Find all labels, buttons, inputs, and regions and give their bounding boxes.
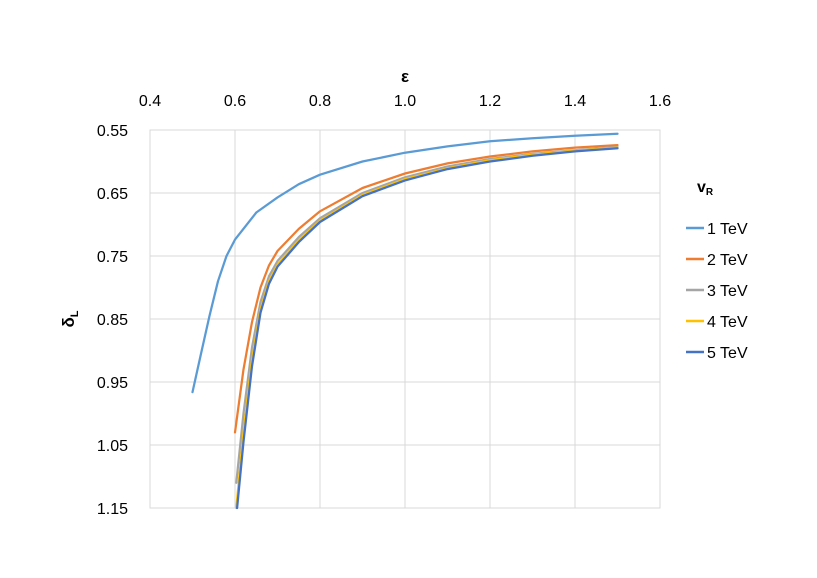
y-tick-label: 1.05 <box>97 438 128 455</box>
legend-title-main: v <box>697 179 706 196</box>
series-line-5 <box>235 147 619 510</box>
x-tick-label: 0.8 <box>309 93 331 110</box>
legend-title: vR <box>697 179 714 198</box>
series-group <box>191 132 619 510</box>
x-tick-labels: 0.4 0.6 0.8 1.0 1.2 1.4 1.6 <box>139 93 671 110</box>
series-line-3 <box>235 145 619 484</box>
x-tick-label: 1.2 <box>479 93 501 110</box>
y-tick-label: 0.65 <box>97 186 128 203</box>
y-tick-label: 0.95 <box>97 375 128 392</box>
x-tick-label: 1.4 <box>564 93 586 110</box>
series-line-4 <box>235 146 619 510</box>
y-tick-label: 1.15 <box>97 501 128 518</box>
y-tick-label: 0.75 <box>97 249 128 266</box>
x-tick-label: 0.6 <box>224 93 246 110</box>
x-tick-label: 1.6 <box>649 93 671 110</box>
series-line-1 <box>191 132 619 394</box>
y-tick-label: 0.55 <box>97 123 128 140</box>
legend-label-5: 5 TeV <box>707 345 748 362</box>
x-axis-title: ε <box>401 67 409 86</box>
y-tick-label: 0.85 <box>97 312 128 329</box>
series-line-2 <box>233 143 619 434</box>
plot-border <box>149 129 661 509</box>
legend-label-2: 2 TeV <box>707 252 748 269</box>
legend-label-3: 3 TeV <box>707 283 748 300</box>
grid <box>149 129 661 509</box>
legend-label-1: 1 TeV <box>707 221 748 238</box>
legend-label-4: 4 TeV <box>707 314 748 331</box>
y-axis-title-main: δ <box>59 317 78 327</box>
y-axis-title-sub: L <box>69 310 81 317</box>
legend: 1 TeV 2 TeV 3 TeV 4 TeV 5 TeV <box>686 221 748 362</box>
legend-title-sub: R <box>706 187 714 198</box>
x-tick-label: 0.4 <box>139 93 161 110</box>
y-axis-title: δL <box>59 310 81 327</box>
x-tick-label: 1.0 <box>394 93 416 110</box>
y-tick-labels: 0.55 0.65 0.75 0.85 0.95 1.05 1.15 <box>97 123 128 518</box>
